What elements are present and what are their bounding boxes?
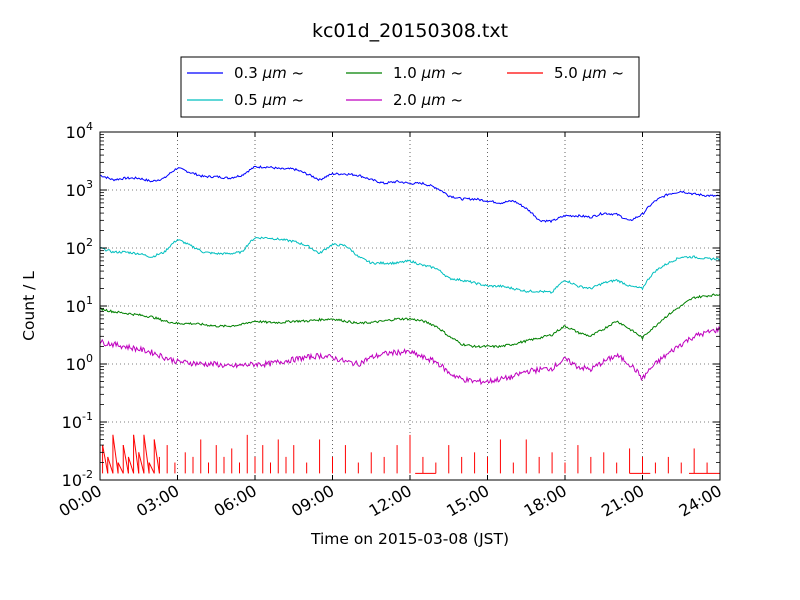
series-spike — [112, 434, 119, 474]
series-line — [99, 293, 721, 349]
legend-label: 0.5 μm ~ — [234, 91, 304, 109]
legend-label: 1.0 μm ~ — [393, 64, 463, 82]
series-spike — [102, 444, 109, 474]
y-tick-label: 101 — [66, 294, 93, 316]
x-tick-label: 12:00 — [366, 481, 415, 521]
x-axis-label: Time on 2015-03-08 (JST) — [310, 530, 509, 548]
series-line — [99, 326, 721, 386]
y-tick-label: 10-2 — [62, 468, 93, 490]
legend: 0.3 μm ~ 0.5 μm ~ 1.0 μm ~ 2.0 μm ~ 5.0 μm ~ — [180, 56, 640, 118]
y-tick-labels: 10-2 10-1 100 101 102 103 104 — [62, 120, 93, 490]
y-tick-label: 100 — [66, 352, 93, 374]
ticks — [99, 131, 721, 481]
y-tick-label: 104 — [66, 120, 93, 142]
y-tick-label: 10-1 — [62, 410, 93, 432]
x-tick-label: 18:00 — [521, 481, 570, 521]
y-tick-label: 103 — [66, 178, 93, 200]
series-group — [99, 165, 721, 474]
y-axis-label: Count / L — [20, 271, 38, 341]
x-tick-labels: 00:00 03:00 06:00 09:00 12:00 15:00 18:00 21:00… — [56, 481, 725, 521]
legend-label: 2.0 μm ~ — [393, 91, 463, 109]
series-spike — [107, 456, 114, 474]
chart-title: kc01d_20150308.txt — [312, 20, 508, 42]
grid — [100, 132, 720, 480]
series-spike — [148, 462, 155, 474]
legend-label: 5.0 μm ~ — [554, 64, 624, 82]
series-spike — [133, 434, 140, 474]
x-tick-label: 24:00 — [676, 481, 725, 521]
x-tick-label: 03:00 — [133, 481, 182, 521]
series-spike — [153, 439, 160, 474]
legend-label: 0.3 μm ~ — [234, 64, 304, 82]
series-spike — [127, 456, 135, 474]
series-spike — [122, 444, 129, 474]
series-spike — [138, 452, 145, 474]
y-tick-label: 102 — [66, 236, 93, 258]
x-tick-label: 21:00 — [598, 481, 647, 521]
series-line — [99, 165, 721, 224]
x-tick-label: 09:00 — [288, 481, 337, 521]
x-tick-label: 15:00 — [443, 481, 492, 521]
legend-frame — [180, 56, 640, 118]
series-line — [99, 236, 721, 294]
x-tick-label: 06:00 — [211, 481, 260, 521]
series-spike — [117, 462, 124, 474]
series-spike — [143, 434, 150, 474]
